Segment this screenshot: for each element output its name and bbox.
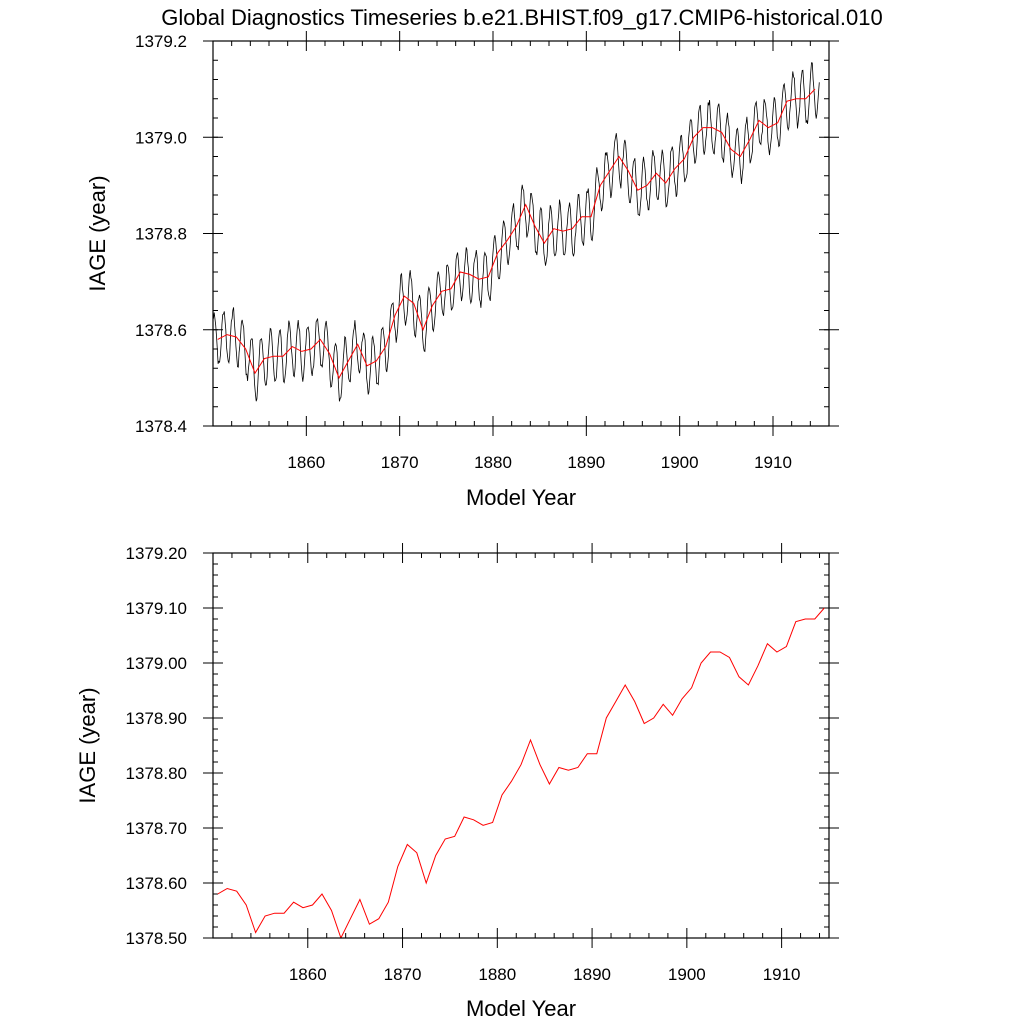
x-tick-label: 1860 <box>289 965 327 984</box>
plot-frame <box>212 552 830 939</box>
y-tick-label: 1378.6 <box>135 321 187 340</box>
y-tick-label: 1379.20 <box>126 544 187 563</box>
series-line-monthly <box>213 62 820 402</box>
x-tick-label: 1880 <box>478 965 516 984</box>
x-tick-label: 1910 <box>754 453 792 472</box>
series-line-annual <box>217 607 825 938</box>
y-tick-label: 1378.4 <box>135 417 187 436</box>
plot-area <box>217 607 825 938</box>
x-tick-label: 1900 <box>661 453 699 472</box>
x-tick-label: 1870 <box>384 965 422 984</box>
top-panel: 1860 1870 1880 1890 1900 1910 1378.4 1378.6 1378… <box>85 31 839 510</box>
x-tick-label: 1880 <box>474 453 512 472</box>
series-line-annual <box>217 88 816 380</box>
x-tick-label: 1890 <box>573 965 611 984</box>
x-axis-label: Model Year <box>466 485 576 510</box>
y-tick-label: 1378.90 <box>126 709 187 728</box>
x-tick-label: 1900 <box>668 965 706 984</box>
y-tick-label: 1379.0 <box>135 128 187 147</box>
y-tick-label: 1378.60 <box>126 874 187 893</box>
y-tick-label: 1379.2 <box>135 32 187 51</box>
y-tick-label: 1378.50 <box>126 929 187 948</box>
x-tick-label: 1870 <box>381 453 419 472</box>
y-tick-label: 1379.10 <box>126 599 187 618</box>
y-axis-label: IAGE (year) <box>75 687 100 803</box>
plot-frame <box>212 40 830 427</box>
y-tick-label: 1378.80 <box>126 764 187 783</box>
x-axis-label: Model Year <box>466 996 576 1021</box>
x-tick-label: 1890 <box>567 453 605 472</box>
y-tick-label: 1378.70 <box>126 819 187 838</box>
x-tick-label: 1910 <box>763 965 801 984</box>
y-tick-label: 1379.00 <box>126 654 187 673</box>
plot-area <box>213 62 820 402</box>
x-tick-label: 1860 <box>287 453 325 472</box>
y-axis-label: IAGE (year) <box>85 175 110 291</box>
y-tick-label: 1378.8 <box>135 225 187 244</box>
chart-title: Global Diagnostics Timeseries b.e21.BHIS… <box>161 5 882 30</box>
bottom-panel: 1860 1870 1880 1890 1900 1910 1378.50 1378.60 13… <box>75 543 839 1021</box>
